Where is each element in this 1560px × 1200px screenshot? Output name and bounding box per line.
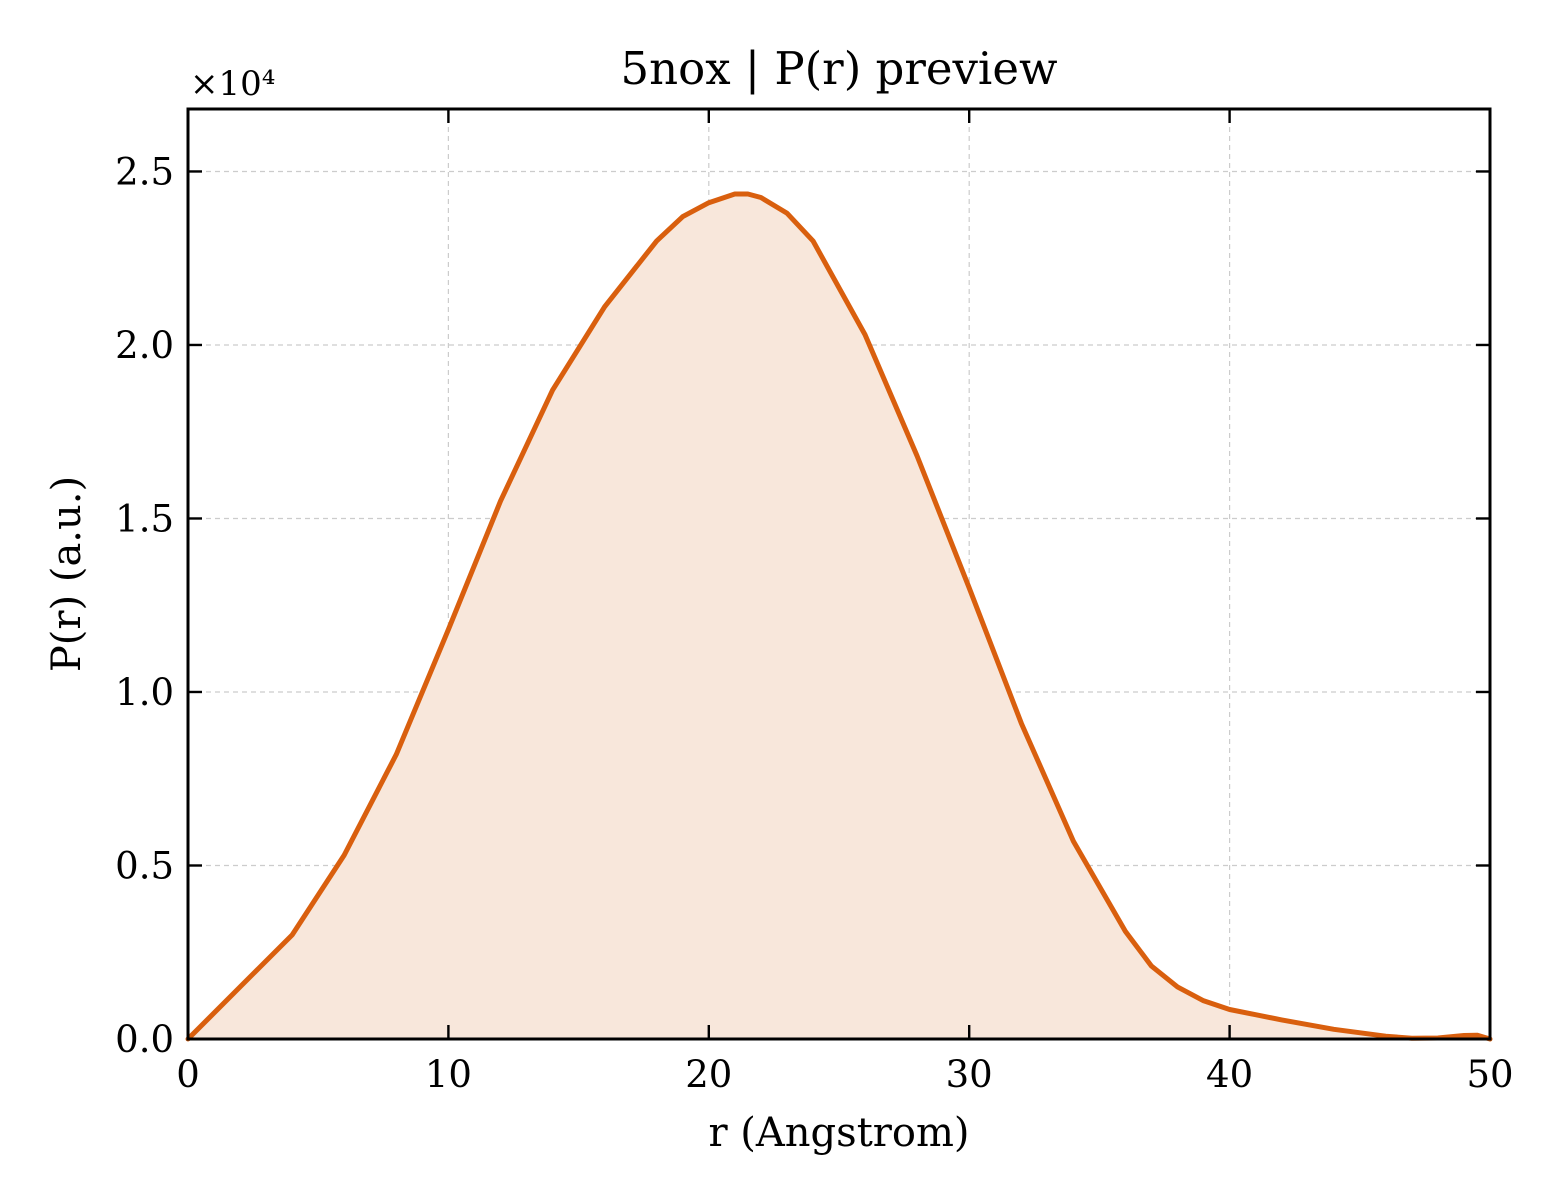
x-tick-label: 20 — [685, 1053, 732, 1096]
y-tick-label: 2.5 — [115, 150, 174, 193]
x-tick-label: 30 — [946, 1053, 993, 1096]
x-tick-label: 40 — [1206, 1053, 1253, 1096]
x-tick-label: 50 — [1466, 1053, 1513, 1096]
pr-curve-line — [185, 191, 1493, 1042]
y-tick-label: 1.5 — [115, 497, 174, 540]
pr-area-fill — [188, 194, 1490, 1039]
y-axis-label: P(r) (a.u.) — [44, 476, 90, 672]
y-tick-label: 0.0 — [115, 1018, 174, 1061]
y-tick-label: 1.0 — [115, 671, 174, 714]
chart-title: 5nox | P(r) preview — [621, 42, 1058, 95]
y-multiplier-label: ×10⁴ — [190, 64, 275, 104]
axis-ticks — [186, 109, 1492, 1041]
plot-frame — [186, 107, 1492, 1041]
x-tick-label: 10 — [425, 1053, 472, 1096]
y-tick-label: 0.5 — [115, 844, 174, 887]
y-tick-label: 2.0 — [115, 324, 174, 367]
x-axis-label: r (Angstrom) — [708, 1110, 969, 1156]
x-tick-label: 0 — [176, 1053, 200, 1096]
tick-labels: 0 10 20 30 40 50 0.0 0.5 1.0 1.5 2.0 2.5 — [115, 150, 1513, 1096]
